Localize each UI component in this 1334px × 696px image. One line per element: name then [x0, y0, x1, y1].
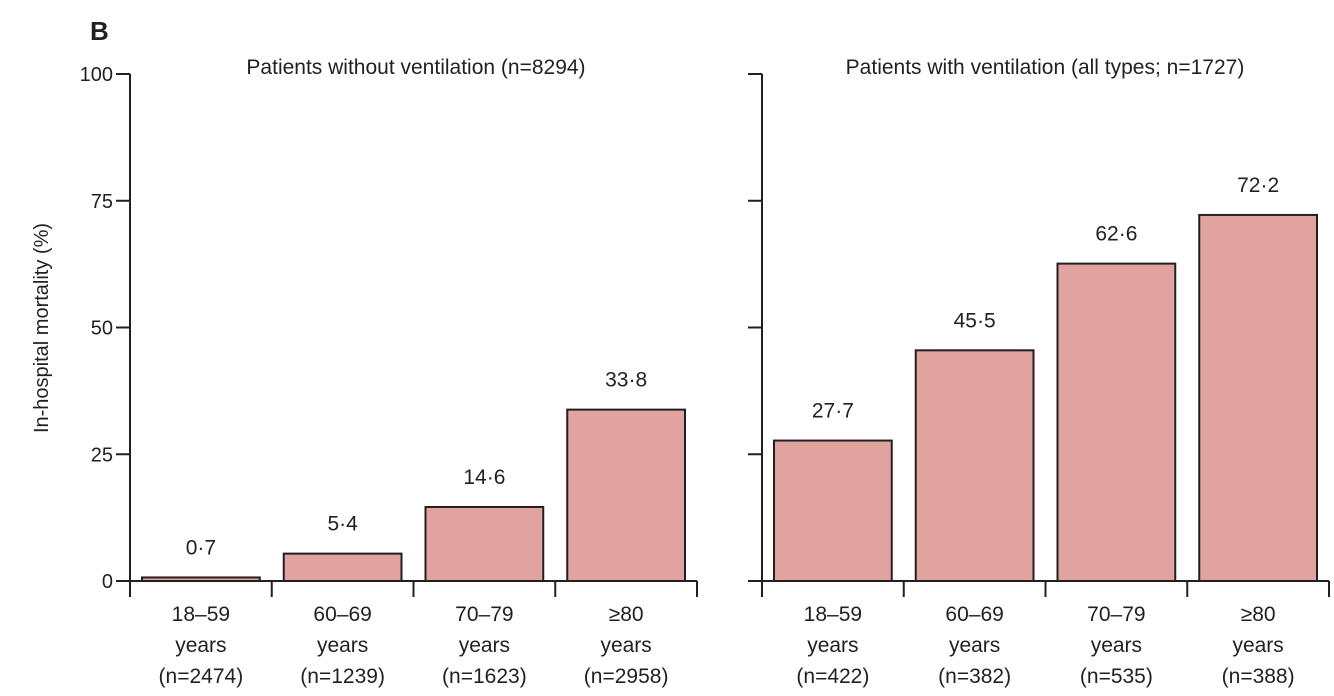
bar: [914, 349, 1035, 582]
category-label: 60–69: [313, 603, 371, 626]
bar: [1056, 262, 1177, 582]
panel-title: Patients with ventilation (all types; n=…: [846, 56, 1245, 79]
bar-value-label: 72·2: [1237, 174, 1279, 197]
panel-with-ventilation: Patients with ventilation (all types; n=…: [748, 56, 1330, 688]
category-label: (n=1623): [442, 665, 527, 688]
bar: [424, 505, 545, 582]
category-label: ≥80: [609, 603, 644, 626]
category-label: years: [807, 634, 858, 657]
y-tick-label: 75: [91, 191, 113, 213]
bar-value-label: 27·7: [812, 400, 854, 423]
bar-value-label: 5·4: [327, 513, 358, 536]
bar: [1198, 213, 1318, 582]
category-label: (n=422): [796, 665, 869, 688]
panel-label: B: [90, 16, 109, 46]
y-tick-label: 0: [102, 571, 113, 593]
bar-value-label: 45·5: [954, 309, 996, 332]
category-label: 18–59: [172, 603, 230, 626]
y-tick-label: 50: [91, 318, 113, 340]
category-label: years: [949, 634, 1000, 657]
bar-value-label: 62·6: [1095, 223, 1137, 246]
y-axis-title: In-hospital mortality (%): [31, 223, 53, 433]
category-label: years: [459, 634, 510, 657]
category-label: years: [600, 634, 651, 657]
y-tick-label: 25: [91, 444, 113, 466]
bar: [141, 576, 261, 582]
category-label: 18–59: [804, 603, 862, 626]
category-label: (n=1239): [300, 665, 385, 688]
bar-value-label: 0·7: [186, 536, 216, 559]
category-label: years: [1232, 634, 1283, 657]
category-label: years: [317, 634, 368, 657]
bar: [773, 439, 893, 582]
bar: [282, 552, 403, 583]
y-tick-label: 100: [80, 64, 113, 86]
category-label: 70–79: [1087, 603, 1145, 626]
category-label: (n=2474): [159, 665, 244, 688]
category-label: 60–69: [945, 603, 1003, 626]
category-label: 70–79: [455, 603, 513, 626]
panel-without-ventilation: Patients without ventilation (n=8294) 0 25…: [80, 56, 698, 688]
category-label: (n=388): [1222, 665, 1295, 688]
category-label: ≥80: [1241, 603, 1276, 626]
panel-title: Patients without ventilation (n=8294): [246, 56, 585, 79]
bar: [566, 408, 686, 582]
bar-value-label: 33·8: [605, 369, 647, 392]
category-label: (n=2958): [584, 665, 669, 688]
category-label: years: [175, 634, 226, 657]
category-label: (n=535): [1080, 665, 1153, 688]
category-label: (n=382): [938, 665, 1011, 688]
bar-value-label: 14·6: [463, 466, 505, 489]
category-label: years: [1091, 634, 1142, 657]
